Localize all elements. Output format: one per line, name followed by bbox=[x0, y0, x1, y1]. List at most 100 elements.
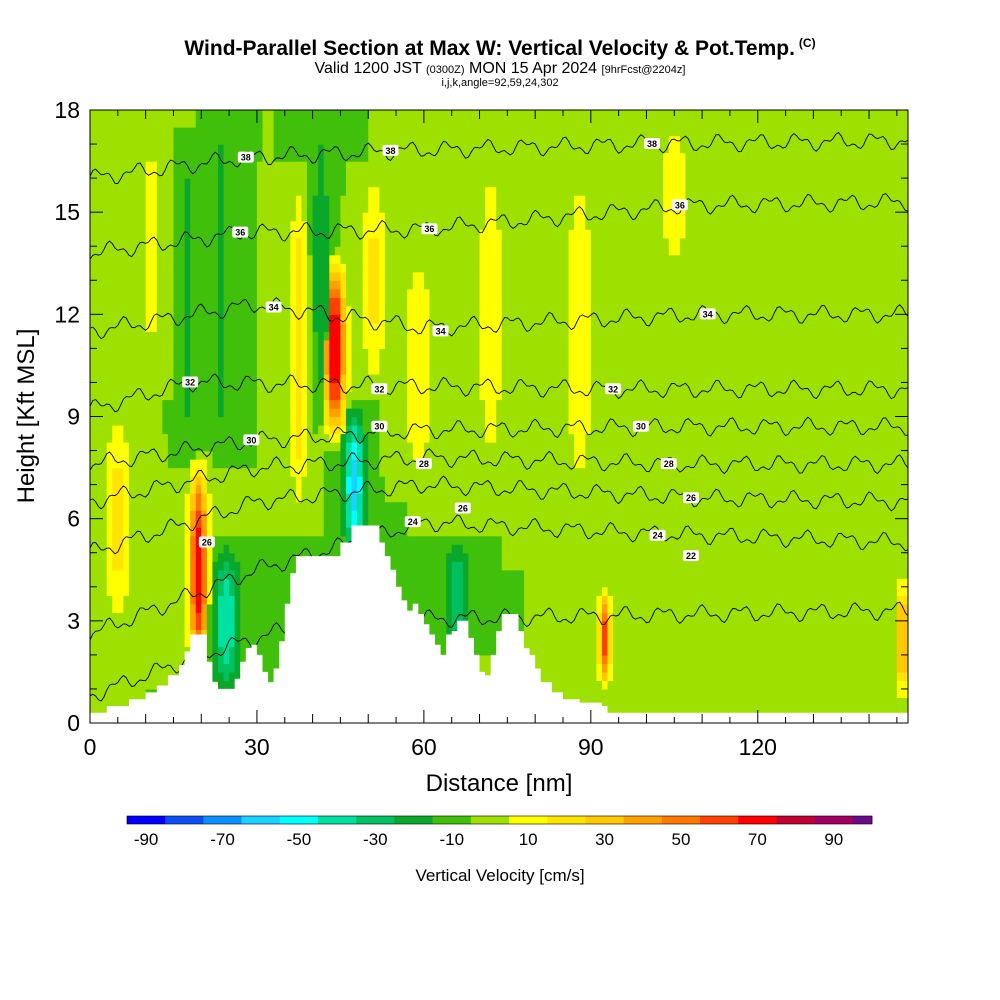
velocity-cell bbox=[763, 646, 770, 656]
velocity-cell bbox=[151, 442, 158, 452]
velocity-cell bbox=[802, 586, 809, 596]
velocity-cell bbox=[668, 433, 675, 443]
velocity-cell bbox=[729, 612, 737, 622]
velocity-cell bbox=[401, 484, 408, 494]
velocity-cell bbox=[240, 433, 247, 443]
velocity-cell bbox=[813, 450, 820, 460]
velocity-cell bbox=[167, 518, 175, 528]
velocity-cell bbox=[245, 535, 252, 545]
velocity-cell bbox=[679, 612, 687, 622]
velocity-cell bbox=[724, 459, 731, 469]
velocity-cell bbox=[846, 527, 853, 537]
velocity-cell bbox=[529, 637, 536, 647]
velocity-cell bbox=[485, 518, 492, 528]
velocity-cell bbox=[568, 476, 575, 486]
velocity-cell bbox=[852, 586, 859, 596]
velocity-cell bbox=[229, 663, 236, 673]
velocity-cell bbox=[128, 671, 136, 682]
velocity-cell bbox=[618, 510, 625, 520]
velocity-cell bbox=[490, 501, 497, 511]
velocity-cell bbox=[268, 510, 275, 520]
velocity-cell bbox=[340, 510, 347, 520]
velocity-cell bbox=[562, 527, 570, 537]
velocity-cell bbox=[562, 510, 570, 520]
velocity-cell bbox=[323, 476, 330, 486]
velocity-cell bbox=[596, 578, 603, 588]
velocity-cell bbox=[802, 450, 809, 460]
velocity-cell bbox=[95, 535, 102, 545]
velocity-cell bbox=[874, 467, 881, 477]
velocity-cell bbox=[223, 612, 230, 622]
velocity-cell bbox=[674, 612, 681, 622]
velocity-cell bbox=[496, 442, 503, 452]
velocity-cell bbox=[101, 518, 108, 528]
velocity-cell bbox=[852, 671, 859, 682]
velocity-cell bbox=[791, 680, 798, 690]
velocity-cell bbox=[635, 629, 642, 639]
velocity-cell bbox=[652, 595, 659, 605]
velocity-cell bbox=[880, 476, 887, 486]
velocity-cell bbox=[841, 561, 848, 571]
velocity-cell bbox=[234, 433, 241, 443]
velocity-cell bbox=[368, 459, 375, 469]
velocity-cell bbox=[780, 467, 787, 477]
velocity-cell bbox=[384, 510, 392, 520]
velocity-cell bbox=[468, 544, 475, 554]
velocity-cell bbox=[663, 603, 670, 613]
velocity-cell bbox=[846, 476, 853, 486]
velocity-cell bbox=[190, 586, 197, 596]
velocity-cell bbox=[435, 518, 442, 528]
velocity-cell bbox=[869, 493, 876, 503]
velocity-cell bbox=[201, 450, 208, 460]
velocity-cell bbox=[574, 561, 581, 571]
velocity-cell bbox=[902, 688, 908, 699]
velocity-cell bbox=[273, 501, 280, 511]
velocity-cell bbox=[423, 501, 431, 511]
velocity-cell bbox=[368, 518, 375, 528]
velocity-cell bbox=[791, 501, 798, 511]
velocity-cell bbox=[368, 484, 375, 494]
velocity-cell bbox=[368, 467, 375, 477]
velocity-cell bbox=[140, 569, 147, 579]
velocity-cell bbox=[568, 518, 575, 528]
velocity-cell bbox=[896, 569, 904, 579]
velocity-cell bbox=[323, 442, 330, 452]
velocity-cell bbox=[535, 527, 542, 537]
velocity-cell bbox=[295, 544, 303, 554]
velocity-cell bbox=[729, 578, 737, 588]
velocity-cell bbox=[624, 688, 631, 699]
velocity-cell bbox=[440, 595, 447, 605]
velocity-cell bbox=[240, 518, 247, 528]
velocity-cell bbox=[562, 620, 570, 630]
velocity-cell bbox=[791, 688, 798, 699]
velocity-cell bbox=[863, 629, 870, 639]
velocity-cell bbox=[401, 493, 408, 503]
velocity-cell bbox=[112, 442, 119, 452]
velocity-cell bbox=[429, 476, 436, 486]
velocity-cell bbox=[167, 476, 175, 486]
velocity-cell bbox=[807, 646, 814, 656]
velocity-cell bbox=[184, 552, 191, 562]
velocity-cell bbox=[128, 501, 136, 511]
velocity-cell bbox=[768, 680, 776, 690]
velocity-cell bbox=[496, 586, 503, 596]
velocity-cell bbox=[702, 544, 709, 554]
velocity-cell bbox=[201, 552, 208, 562]
velocity-cell bbox=[874, 646, 881, 656]
velocity-cell bbox=[217, 527, 225, 537]
velocity-cell bbox=[607, 544, 614, 554]
velocity-cell bbox=[256, 501, 264, 511]
velocity-cell bbox=[813, 569, 820, 579]
velocity-cell bbox=[195, 527, 202, 537]
velocity-cell bbox=[869, 476, 876, 486]
velocity-cell bbox=[518, 493, 525, 503]
velocity-cell bbox=[512, 501, 520, 511]
velocity-cell bbox=[696, 484, 703, 494]
velocity-cell bbox=[596, 595, 603, 605]
velocity-cell bbox=[780, 459, 787, 469]
velocity-cell bbox=[596, 518, 603, 528]
velocity-cell bbox=[90, 595, 97, 605]
velocity-cell bbox=[768, 671, 776, 682]
velocity-cell bbox=[128, 561, 136, 571]
